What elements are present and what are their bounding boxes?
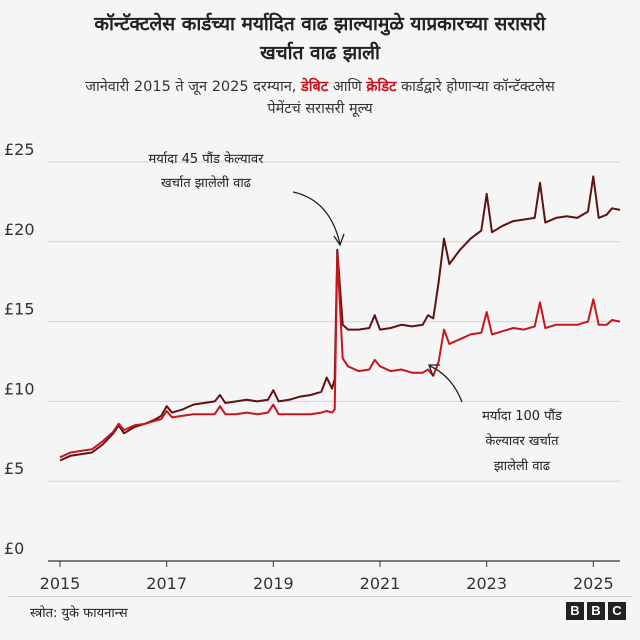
credit-series-line (59, 253, 621, 459)
x-tick-label: 2023 (466, 574, 507, 593)
x-tick-label: 2015 (40, 574, 81, 593)
subtitle-pre: जानेवारी 2015 ते जून 2025 दरम्यान, (85, 79, 301, 95)
y-tick-label: £20 (4, 220, 35, 239)
annotation-45-line-1: मर्यादा 45 पौंड केल्यावर (149, 151, 265, 167)
chart-subtitle: जानेवारी 2015 ते जून 2025 दरम्यान, डेबिट… (0, 76, 640, 120)
x-tick-label: 2019 (253, 574, 294, 593)
x-tick-label: 2017 (146, 574, 187, 593)
y-tick-label: £25 (4, 140, 35, 159)
chart-title-line-2: खर्चात वाढ झाली (260, 42, 380, 64)
subtitle-post: कार्डद्वारे होणाऱ्या कॉन्टॅक्टलेस (396, 79, 555, 95)
bbc-logo-letter: B (587, 602, 605, 620)
x-tick-label: 2025 (573, 574, 614, 593)
annotation-100-line-2: केल्यावर खर्चात (485, 433, 559, 449)
subtitle-and: आणि (328, 79, 367, 95)
annotation-45-arrow-head (333, 233, 345, 247)
y-tick-label: £5 (4, 459, 24, 478)
chart-subtitle-line-2: पेमेंटचं सरासरी मूल्य (267, 101, 373, 117)
source-note: स्त्रोत: युके फायनान्स (30, 606, 128, 621)
annotation-100-arrow-head (428, 364, 440, 377)
y-axis-tick-labels: £0 £5 £10 £15 £20 £25 (4, 140, 35, 558)
subtitle-debit-label: डेबिट (300, 79, 329, 95)
y-tick-label: £10 (4, 379, 35, 398)
y-tick-label: £15 (4, 300, 35, 319)
annotation-100-line-1: मर्यादा 100 पौंड (482, 408, 563, 424)
y-tick-label: £0 (4, 539, 24, 558)
annotation-100-line-3: झालेली वाढ (494, 458, 551, 474)
subtitle-credit-label: क्रेडिट (366, 79, 397, 95)
bbc-logo-letter: B (566, 602, 584, 620)
annotation-100-arrow-line (429, 365, 463, 403)
x-tick-label: 2021 (360, 574, 401, 593)
bbc-logo-letter: C (608, 602, 626, 620)
chart-subtitle-line-1: जानेवारी 2015 ते जून 2025 दरम्यान, डेबिट… (0, 76, 640, 98)
x-axis-tick-labels: 2015 2017 2019 2021 2023 2025 (40, 561, 614, 593)
series-lines (59, 175, 621, 462)
footer-divider (8, 596, 632, 597)
debit-series-line (59, 175, 621, 462)
annotation-45-arrow-line (292, 191, 341, 245)
chart-title-line-1: कॉन्टॅक्टलेस कार्डच्या मर्यादित वाढ झाल्… (94, 13, 546, 35)
annotation-45-line-2: खर्चात झालेली वाढ (161, 175, 252, 191)
chart-title: कॉन्टॅक्टलेस कार्डच्या मर्यादित वाढ झाल्… (0, 10, 640, 68)
bbc-logo: B B C (566, 602, 626, 620)
annotations: मर्यादा 45 पौंड केल्यावर खर्चात झालेली व… (149, 151, 563, 474)
